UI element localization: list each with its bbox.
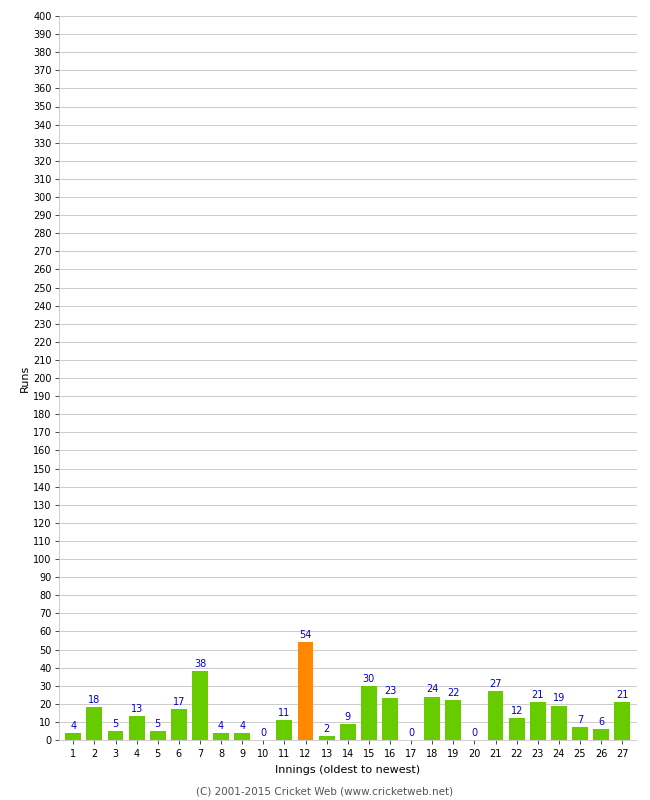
Bar bbox=[488, 691, 504, 740]
Bar bbox=[129, 717, 144, 740]
Bar bbox=[171, 710, 187, 740]
Bar bbox=[86, 707, 102, 740]
Text: 12: 12 bbox=[510, 706, 523, 716]
Bar bbox=[213, 733, 229, 740]
Y-axis label: Runs: Runs bbox=[20, 364, 30, 392]
Text: 21: 21 bbox=[532, 690, 544, 700]
Text: (C) 2001-2015 Cricket Web (www.cricketweb.net): (C) 2001-2015 Cricket Web (www.cricketwe… bbox=[196, 786, 454, 796]
Bar bbox=[150, 731, 166, 740]
Text: 22: 22 bbox=[447, 688, 460, 698]
Bar bbox=[66, 733, 81, 740]
Bar bbox=[382, 698, 398, 740]
Text: 38: 38 bbox=[194, 659, 206, 669]
Text: 2: 2 bbox=[324, 724, 330, 734]
Text: 24: 24 bbox=[426, 684, 438, 694]
Text: 0: 0 bbox=[471, 728, 478, 738]
Text: 27: 27 bbox=[489, 679, 502, 689]
X-axis label: Innings (oldest to newest): Innings (oldest to newest) bbox=[275, 765, 421, 774]
Text: 21: 21 bbox=[616, 690, 629, 700]
Bar bbox=[572, 727, 588, 740]
Text: 13: 13 bbox=[131, 704, 143, 714]
Bar bbox=[234, 733, 250, 740]
Bar bbox=[108, 731, 124, 740]
Bar bbox=[614, 702, 630, 740]
Bar bbox=[276, 720, 292, 740]
Text: 5: 5 bbox=[112, 718, 119, 729]
Text: 6: 6 bbox=[598, 717, 604, 727]
Bar bbox=[424, 697, 440, 740]
Text: 19: 19 bbox=[552, 694, 565, 703]
Text: 17: 17 bbox=[173, 697, 185, 707]
Bar bbox=[445, 700, 462, 740]
Bar bbox=[318, 736, 335, 740]
Text: 0: 0 bbox=[408, 728, 414, 738]
Text: 11: 11 bbox=[278, 708, 291, 718]
Text: 5: 5 bbox=[155, 718, 161, 729]
Bar bbox=[361, 686, 377, 740]
Text: 23: 23 bbox=[384, 686, 396, 696]
Bar bbox=[530, 702, 546, 740]
Bar bbox=[340, 724, 356, 740]
Bar bbox=[192, 671, 208, 740]
Text: 9: 9 bbox=[344, 711, 351, 722]
Text: 54: 54 bbox=[300, 630, 312, 640]
Text: 18: 18 bbox=[88, 695, 101, 706]
Text: 4: 4 bbox=[70, 721, 76, 730]
Text: 7: 7 bbox=[577, 715, 583, 725]
Bar bbox=[593, 729, 609, 740]
Text: 4: 4 bbox=[218, 721, 224, 730]
Bar bbox=[509, 718, 525, 740]
Bar bbox=[551, 706, 567, 740]
Text: 0: 0 bbox=[260, 728, 266, 738]
Bar bbox=[298, 642, 313, 740]
Text: 30: 30 bbox=[363, 674, 375, 683]
Text: 4: 4 bbox=[239, 721, 245, 730]
